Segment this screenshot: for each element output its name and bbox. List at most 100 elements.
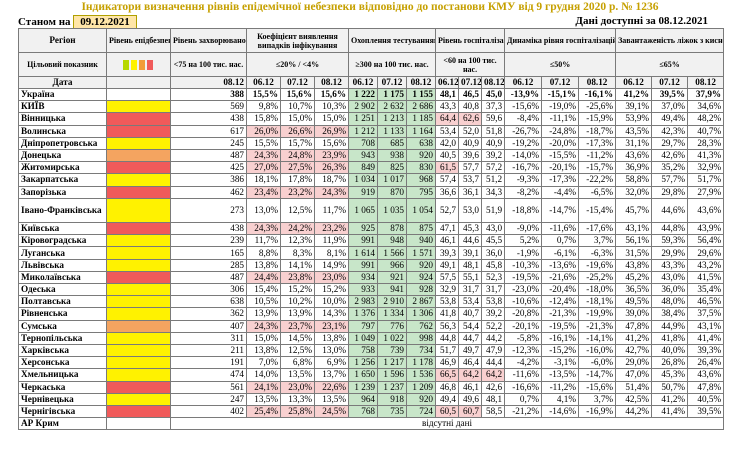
oxygen-value: 44,9%	[651, 319, 689, 333]
coef-value: 15,2%	[280, 283, 315, 297]
hosp-date-2: 07.12	[458, 76, 483, 89]
testing-value: 1 566	[377, 246, 407, 260]
dynamics-value: -16,1%	[578, 87, 617, 102]
coef-value: 24,8%	[280, 148, 315, 163]
region-name: Чернівецька	[18, 392, 107, 406]
coef-value: 15,2%	[314, 283, 349, 297]
oxygen-value: 26,4%	[687, 356, 725, 370]
testing-value: 966	[377, 258, 407, 272]
oxygen-date-1: 06.12	[615, 76, 653, 89]
hosp-value: 47,9	[481, 343, 506, 358]
table-row: Дніпропетровська 245 15,5% 15,7% 15,6% 708 685…	[18, 136, 725, 150]
level-header: Рівень епідбезпеки	[106, 28, 171, 53]
hosp-value: 52,0	[458, 124, 483, 138]
coef-value: 6,9%	[314, 356, 349, 370]
testing-value: 724	[405, 404, 437, 419]
testing-value: 918	[377, 392, 407, 406]
morbidity-value: 306	[170, 283, 247, 297]
hosp-value: 60,5	[435, 404, 460, 419]
testing-value: 1 256	[348, 356, 378, 370]
oxygen-value: 40,7%	[687, 124, 725, 138]
testing-value: 928	[405, 283, 437, 297]
hosp-value: 45,3	[458, 222, 483, 236]
oxygen-value: 44,6%	[651, 197, 689, 224]
coef-value: 27,5%	[280, 161, 315, 175]
coef-value: 15,8%	[246, 112, 281, 126]
testing-value: 1 222	[348, 87, 378, 102]
dynamics-value: -8,4%	[504, 112, 543, 126]
region-name: Дніпропетровська	[18, 136, 107, 150]
oxygen-value: 28,3%	[687, 136, 725, 150]
hosp-value: 64,2	[481, 368, 506, 382]
table-row: Закарпатська 386 18,1% 17,8% 18,7% 1 034 1 017…	[18, 173, 725, 187]
coef-value: 10,5%	[246, 295, 281, 309]
testing-value: 921	[377, 270, 407, 285]
region-name: Сумська	[18, 319, 107, 333]
hosp-target: <60 на 100 тис. нас.	[435, 52, 506, 77]
coef-value: 26,0%	[246, 124, 281, 138]
dynamics-value: -10,3%	[504, 258, 543, 272]
oxygen-value: 53,9%	[615, 112, 653, 126]
region-name: Вінницька	[18, 112, 107, 126]
table-row: Запорізька 462 23,4% 23,2% 24,3% 919 870 795 36,…	[18, 185, 725, 199]
region-name: Одеська	[18, 283, 107, 297]
morbidity-value: 239	[170, 234, 247, 248]
epid-level-cell	[106, 246, 171, 260]
dynamics-value: -14,6%	[541, 404, 580, 419]
oxygen-header: Завантаженість ліжок з киснем	[615, 28, 725, 53]
table-row: Одеська 306 15,4% 15,2% 15,2% 933 941 928 32,9 31…	[18, 283, 725, 297]
epid-level-cell	[106, 197, 171, 224]
oxygen-value: 42,3%	[651, 124, 689, 138]
testing-value: 734	[405, 343, 437, 358]
testing-value: 1 035	[377, 197, 407, 224]
testing-value: 735	[377, 404, 407, 419]
epid-level-cell	[106, 417, 171, 431]
oxygen-value: 29,6%	[687, 246, 725, 260]
testing-date-2: 07.12	[377, 76, 407, 89]
hosp-value: 53,8	[481, 295, 506, 309]
region-name: Івано-Франківська	[18, 197, 107, 224]
coef-value: 23,9%	[314, 148, 349, 163]
epid-level-cell	[106, 270, 171, 285]
coef-value: 15,5%	[246, 87, 281, 102]
dynamics-value: -13,5%	[541, 368, 580, 382]
dynamics-value: -11,2%	[578, 148, 617, 163]
coef-value: 24,3%	[314, 185, 349, 199]
oxygen-value: 41,3%	[687, 148, 725, 163]
hosp-value: 62,6	[458, 112, 483, 126]
region-name: Чернігівська	[18, 404, 107, 419]
coef-value: 24,3%	[246, 319, 281, 333]
oxygen-value: 29,0%	[615, 356, 653, 370]
oxygen-value: 51,4%	[615, 380, 653, 394]
region-name: Черкаська	[18, 380, 107, 394]
oxygen-value: 58,8%	[615, 173, 653, 187]
oxygen-value: 59,3%	[651, 234, 689, 248]
region-name: Тернопільська	[18, 331, 107, 345]
oxygen-value: 37,0%	[651, 100, 689, 114]
oxygen-value: 41,5%	[687, 270, 725, 285]
epid-level-cell	[106, 392, 171, 406]
dynamics-value: -16,9%	[578, 404, 617, 419]
coef-value: 13,8%	[246, 258, 281, 272]
oxygen-value: 41,2%	[651, 392, 689, 406]
table-row: Тернопільська 311 15,0% 14,5% 13,8% 1 049 1 02…	[18, 331, 725, 345]
crimea-row: АР Крим відсутні дані	[18, 417, 725, 431]
oxygen-target: ≤65%	[615, 52, 725, 77]
oxygen-value: 31,5%	[615, 246, 653, 260]
morbidity-value: 247	[170, 392, 247, 406]
oxygen-value: 43,6%	[687, 197, 725, 224]
testing-value: 1 614	[348, 246, 378, 260]
testing-header: Охоплення тестуванням	[347, 28, 437, 53]
epid-level-cell	[106, 319, 171, 333]
oxygen-value: 45,7%	[615, 197, 653, 224]
region-name: Запорізька	[18, 185, 107, 199]
dynamics-value: -15,6%	[504, 100, 543, 114]
oxygen-value: 36,9%	[615, 161, 653, 175]
table-row: Чернівецька 247 13,5% 13,3% 13,5% 964 918 920 49…	[18, 392, 725, 406]
dynamics-value: -20,1%	[504, 319, 543, 333]
testing-value: 2 632	[377, 100, 407, 114]
testing-value: 795	[405, 185, 437, 199]
indicators-table: Регіон Рівень епідбезпеки Рівень захворю…	[18, 28, 725, 431]
region-name: Хмельницька	[18, 368, 107, 382]
